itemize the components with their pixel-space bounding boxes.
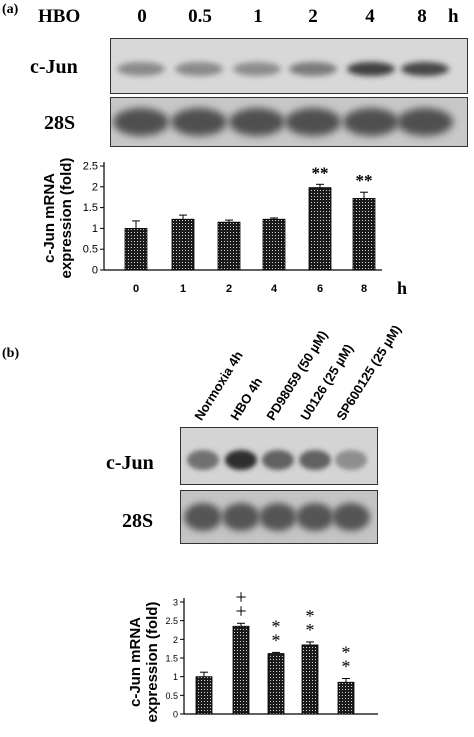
x-tick-label: 0	[133, 283, 139, 295]
bar	[124, 228, 148, 271]
condition-label: SP600125 (25 µM)	[333, 322, 404, 423]
significance-mark: *	[272, 616, 281, 636]
bar-chart-b: 00.511.522.53 ++******	[165, 586, 378, 720]
x-tick-label: 1	[180, 283, 186, 295]
significance-mark: *	[272, 630, 281, 650]
bar	[232, 625, 250, 715]
28s-blot-label-a: 28S	[44, 112, 76, 134]
blot-band	[175, 62, 223, 76]
y-tick-label: 2.5	[83, 161, 98, 173]
bar	[267, 653, 285, 715]
blot-band	[285, 108, 341, 136]
lane-time-label: 8	[417, 6, 427, 27]
chart-a-ylabel-line1: c-Jun mRNA	[41, 173, 58, 264]
significance-mark: **	[356, 171, 373, 190]
lane-time-label: 2	[308, 6, 318, 27]
significance-mark: *	[342, 657, 351, 677]
y-tick-label: 1	[92, 223, 98, 235]
blot-band	[229, 108, 285, 136]
y-tick-label: 0	[92, 265, 98, 277]
condition-label: PD98059 (50 µM)	[263, 327, 331, 423]
significance-mark: +	[235, 600, 246, 622]
28s-blot-b	[180, 490, 378, 544]
blot-band	[332, 503, 370, 531]
x-tick-label: 8	[361, 283, 367, 295]
blot-band	[299, 450, 331, 470]
x-tick-label: 6	[317, 283, 323, 295]
cjun-blot-label-a: c-Jun	[30, 56, 78, 78]
28s-blot-label-b: 28S	[122, 510, 154, 532]
panel-a-label: (a)	[2, 2, 19, 17]
blot-band	[259, 503, 297, 531]
y-tick-label: 1.5	[83, 202, 98, 214]
bar	[171, 218, 195, 271]
blot-band	[343, 108, 399, 136]
cjun-blot-b	[180, 427, 378, 485]
bar-chart-a: 0 0.5 1 1.5 2 2.5 ** ** 0 1 2 4 6 8 h	[83, 161, 407, 299]
significance-mark: *	[342, 643, 351, 663]
blot-band	[184, 503, 222, 531]
y-tick-label: 0.5	[165, 691, 178, 701]
lane-time-label: 4	[365, 6, 375, 27]
bar	[337, 681, 355, 715]
x-tick-label: 2	[226, 283, 232, 295]
significance-mark: *	[306, 606, 315, 626]
significance-mark: **	[312, 163, 329, 182]
y-tick-label: 3	[173, 598, 178, 608]
significance-mark: +	[235, 586, 246, 608]
blot-band	[289, 62, 337, 76]
blot-band	[335, 450, 367, 470]
blot-band	[225, 450, 257, 470]
blot-band	[222, 503, 260, 531]
panel-b-label: (b)	[2, 346, 20, 361]
x-tick-label: 4	[271, 283, 278, 295]
y-tick-label: 2.5	[165, 616, 178, 626]
lane-time-label: 0	[137, 6, 147, 27]
lane-unit-label: h	[448, 6, 459, 27]
cjun-blot-a	[110, 38, 468, 94]
blot-band	[296, 503, 334, 531]
bar	[217, 221, 241, 271]
bar	[301, 644, 319, 715]
blot-band	[187, 450, 219, 470]
bar	[352, 198, 376, 271]
x-unit-label: h	[397, 278, 407, 298]
hbo-header: HBO	[38, 6, 81, 27]
bar	[262, 218, 286, 271]
blot-band	[347, 62, 395, 76]
blot-band	[171, 108, 227, 136]
blot-band	[397, 108, 453, 136]
blot-band	[233, 62, 281, 76]
blot-band	[401, 62, 449, 76]
blot-band	[262, 450, 294, 470]
y-tick-label: 0	[173, 710, 178, 720]
y-tick-label: 2	[92, 181, 98, 193]
bar	[308, 187, 332, 271]
lane-time-label: 0.5	[188, 6, 212, 27]
condition-label: HBO 4h	[227, 374, 266, 423]
y-tick-label: 1.5	[165, 654, 178, 664]
y-tick-label: 1	[173, 672, 178, 682]
y-tick-label: 0.5	[83, 244, 98, 256]
significance-mark: *	[306, 620, 315, 640]
blot-band	[113, 108, 169, 136]
y-tick-label: 2	[173, 635, 178, 645]
cjun-blot-label-b: c-Jun	[106, 452, 154, 474]
chart-b-ylabel-line1: c-Jun mRNA	[127, 617, 144, 708]
lane-time-label: 1	[253, 6, 263, 27]
blot-band	[117, 62, 165, 76]
28s-blot-a	[110, 97, 468, 147]
bar	[195, 676, 213, 715]
